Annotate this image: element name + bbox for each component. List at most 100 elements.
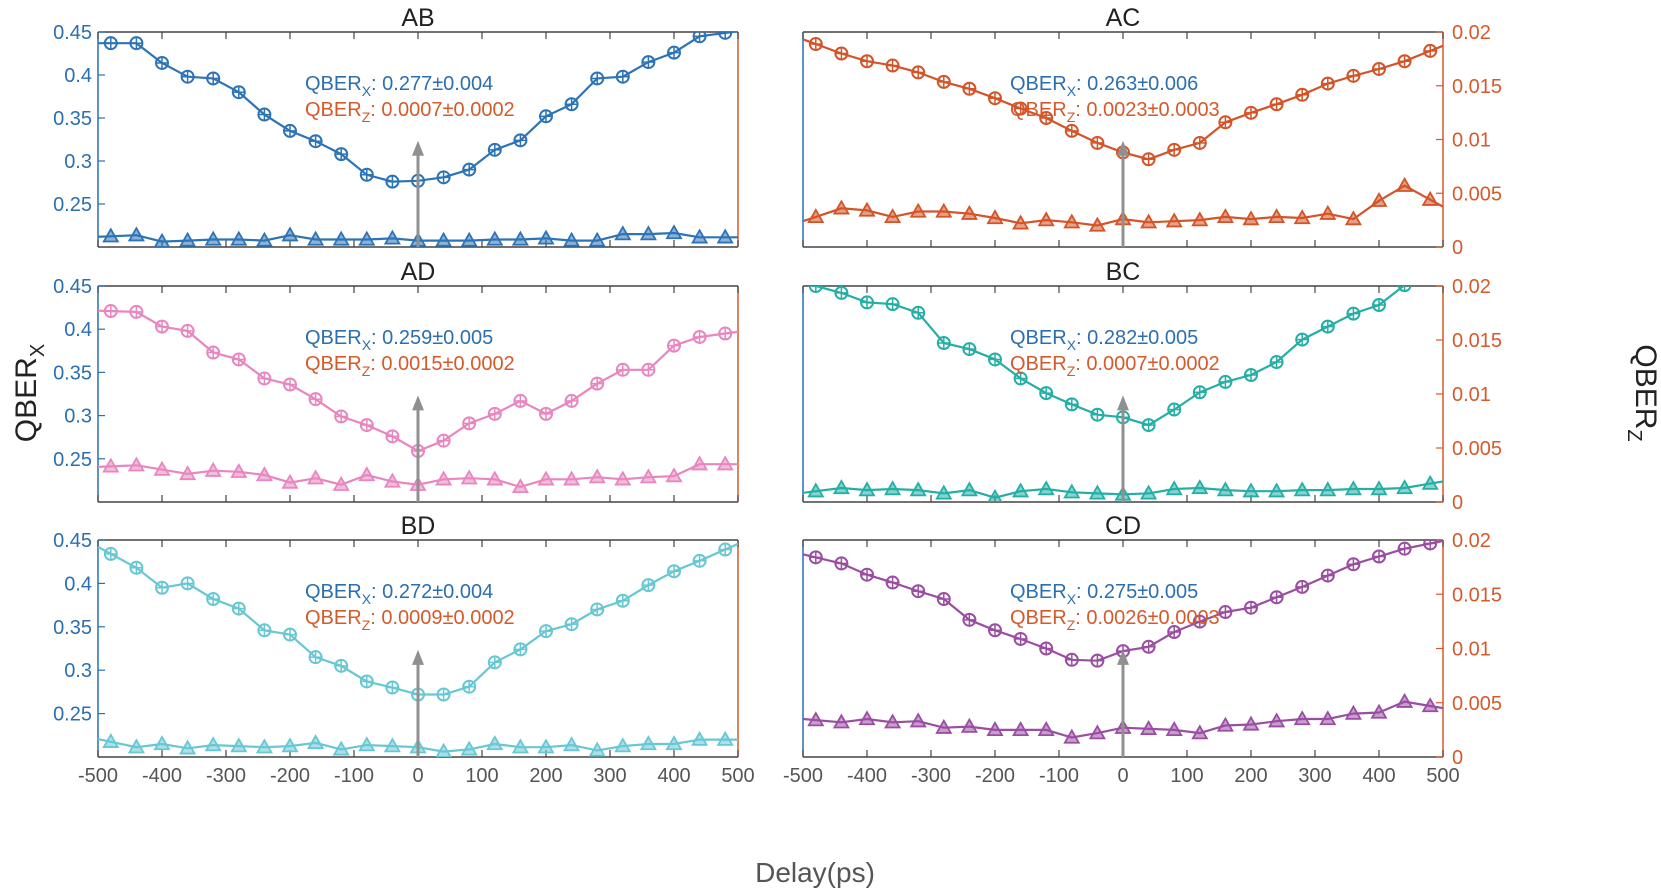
data-point-triangle xyxy=(1319,481,1337,497)
data-point-circle xyxy=(1269,97,1284,112)
y-right-tick-label: 0.015 xyxy=(1452,584,1502,606)
data-point-circle xyxy=(1218,605,1233,620)
data-point-circle xyxy=(436,687,451,702)
data-point-triangle xyxy=(807,208,825,224)
data-point-circle xyxy=(1295,332,1310,347)
data-point-circle xyxy=(257,371,272,386)
data-point-circle xyxy=(564,393,579,408)
y-left-tick-label: 0.35 xyxy=(53,108,92,130)
data-point-circle xyxy=(539,624,553,639)
data-point-triangle xyxy=(1421,474,1439,490)
data-point-triangle xyxy=(563,231,581,247)
data-point-circle xyxy=(103,304,118,319)
data-point-triangle xyxy=(307,469,325,485)
data-point-circle xyxy=(564,97,579,112)
data-point-triangle xyxy=(807,711,825,727)
data-point-circle xyxy=(539,406,553,421)
data-point-triangle xyxy=(1037,211,1055,227)
data-point-circle xyxy=(334,658,349,673)
data-point-triangle xyxy=(1191,479,1209,495)
data-point-circle xyxy=(615,69,630,84)
data-point-circle xyxy=(206,71,221,86)
y-left-tick-label: 0.3 xyxy=(64,406,92,428)
x-tick-label: 200 xyxy=(529,765,562,787)
annotation-qber-z-sub: Z xyxy=(362,363,371,379)
data-point-triangle xyxy=(1088,216,1106,232)
data-point-triangle xyxy=(1396,692,1414,708)
data-point-triangle xyxy=(1344,480,1362,496)
data-point-circle xyxy=(436,170,451,185)
data-point-triangle xyxy=(614,470,632,486)
data-point-circle xyxy=(615,593,630,608)
data-point-circle xyxy=(1320,319,1335,334)
x-tick-label: 500 xyxy=(721,765,754,787)
data-point-circle xyxy=(911,305,926,320)
data-point-circle xyxy=(1218,115,1233,130)
data-point-circle xyxy=(487,406,502,421)
data-point-triangle xyxy=(1037,480,1055,496)
data-point-triangle xyxy=(511,738,529,754)
data-point-triangle xyxy=(987,488,1003,502)
data-point-circle xyxy=(962,342,977,357)
data-point-triangle xyxy=(909,712,927,728)
data-point-triangle xyxy=(281,226,299,242)
annotation-qber-z-label: QBER xyxy=(305,607,362,629)
data-point-triangle xyxy=(127,738,145,754)
data-point-circle xyxy=(462,416,477,431)
data-point-circle xyxy=(1039,641,1054,656)
data-point-circle xyxy=(1039,386,1054,401)
data-point-circle xyxy=(1013,371,1028,386)
data-point-triangle xyxy=(588,231,606,247)
data-point-circle xyxy=(1397,54,1412,69)
data-point-circle xyxy=(103,36,118,51)
data-point-triangle xyxy=(179,231,197,247)
y-right-tick-label: 0.01 xyxy=(1452,130,1491,152)
data-point-circle xyxy=(1064,397,1079,412)
data-point-circle xyxy=(860,295,874,310)
data-point-circle xyxy=(860,567,874,582)
data-point-circle xyxy=(1320,568,1335,583)
data-point-triangle xyxy=(281,473,299,489)
data-point-triangle xyxy=(691,730,709,746)
data-point-circle xyxy=(1320,76,1335,91)
data-point-triangle xyxy=(1063,483,1081,499)
data-point-triangle xyxy=(884,208,902,224)
annotation-qber-x-value: : 0.277±0.004 xyxy=(371,73,493,95)
y-right-tick-label: 0.005 xyxy=(1452,438,1502,460)
data-point-circle xyxy=(180,576,195,591)
annotation-qber-x-sub: X xyxy=(1067,591,1077,607)
x-tick-label: -100 xyxy=(334,765,374,787)
y-right-tick-label: 0.01 xyxy=(1452,384,1491,406)
data-point-circle xyxy=(641,578,656,593)
annotation-qber-x: QBERX: 0.259±0.005 xyxy=(305,327,493,353)
y-left-tick-label: 0.35 xyxy=(53,617,92,639)
annotation-qber-x-label: QBER xyxy=(1010,327,1067,349)
data-point-triangle xyxy=(230,462,248,478)
data-point-circle xyxy=(1397,286,1412,293)
data-point-circle xyxy=(1269,590,1284,605)
data-point-triangle xyxy=(153,735,171,751)
annotation-qber-x-label: QBER xyxy=(1010,581,1067,603)
data-point-circle xyxy=(1090,653,1105,668)
data-point-triangle xyxy=(1191,724,1209,740)
data-point-circle xyxy=(462,162,477,177)
data-point-circle xyxy=(487,655,502,670)
annotation-qber-x-sub: X xyxy=(362,83,372,99)
annotation-qber-z-label: QBER xyxy=(1010,353,1067,375)
data-point-circle xyxy=(718,32,733,40)
data-point-triangle xyxy=(1242,210,1260,226)
data-point-circle xyxy=(334,409,349,424)
data-point-circle xyxy=(1013,631,1028,646)
annotation-qber-x: QBERX: 0.277±0.004 xyxy=(305,73,493,99)
data-point-circle xyxy=(436,433,451,448)
data-point-triangle xyxy=(255,738,273,754)
y-right-tick-label: 0.005 xyxy=(1452,183,1502,205)
data-point-circle xyxy=(1064,652,1079,667)
data-point-circle xyxy=(1141,152,1156,167)
data-point-circle xyxy=(385,429,400,444)
annotation-qber-z: QBERZ: 0.0007±0.0002 xyxy=(305,99,515,125)
annotation-qber-z-value: : 0.0007±0.0002 xyxy=(1075,353,1219,375)
y-left-tick-label: 0.3 xyxy=(64,660,92,682)
data-point-triangle xyxy=(665,735,683,751)
data-point-triangle xyxy=(486,735,504,751)
